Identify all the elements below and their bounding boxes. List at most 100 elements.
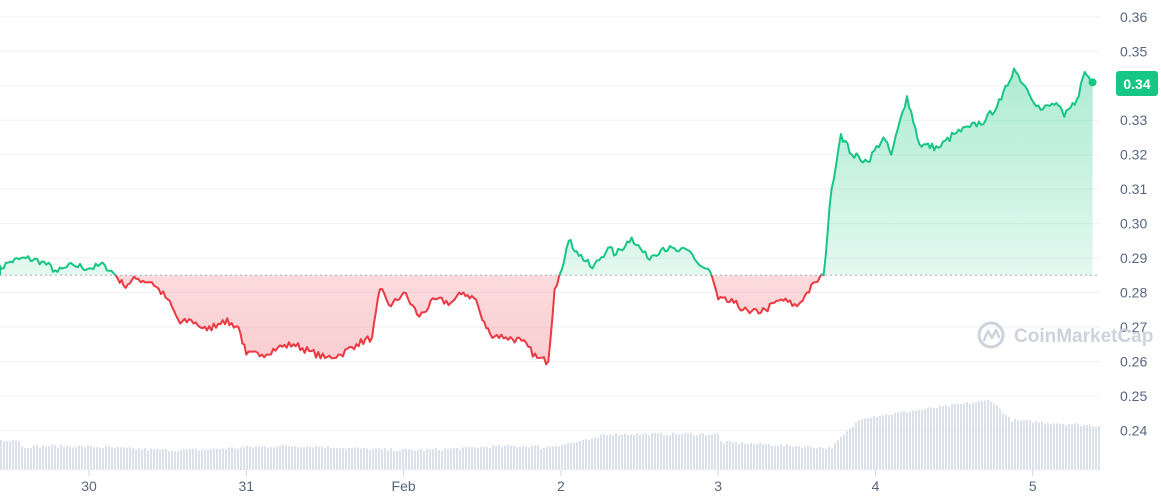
volume-bar — [426, 448, 428, 470]
volume-bar — [666, 434, 668, 470]
volume-bar — [1092, 426, 1094, 470]
volume-bar — [129, 447, 131, 470]
volume-bar — [828, 446, 830, 470]
volume-bar — [519, 446, 521, 470]
volume-bar — [459, 449, 461, 470]
volume-bar — [690, 433, 692, 470]
volume-bar — [435, 448, 437, 470]
volume-bar — [189, 448, 191, 470]
volume-bar — [951, 404, 953, 470]
volume-bars — [0, 400, 1100, 470]
volume-bar — [21, 446, 23, 470]
volume-bar — [300, 447, 302, 470]
volume-bar — [984, 400, 986, 470]
volume-bar — [486, 447, 488, 470]
volume-bar — [582, 439, 584, 470]
volume-bar — [48, 446, 50, 470]
volume-bar — [30, 448, 32, 470]
volume-bar — [810, 447, 812, 470]
volume-bar — [858, 420, 860, 470]
area-fill-down — [115, 275, 821, 365]
volume-bar — [165, 448, 167, 470]
volume-bar — [63, 446, 65, 470]
volume-bar — [183, 449, 185, 470]
volume-bar — [279, 445, 281, 470]
volume-bar — [1011, 421, 1013, 470]
volume-bar — [51, 444, 53, 470]
volume-bar — [1056, 423, 1058, 470]
volume-bar — [687, 433, 689, 470]
volume-bar — [72, 447, 74, 470]
volume-bar — [879, 416, 881, 470]
volume-bar — [870, 417, 872, 470]
volume-bar — [303, 447, 305, 470]
volume-bar — [789, 445, 791, 470]
volume-bar — [258, 446, 260, 470]
volume-bar — [564, 444, 566, 470]
x-tick-label: 3 — [714, 478, 722, 494]
volume-bar — [159, 449, 161, 470]
volume-bar — [975, 402, 977, 470]
y-tick-label: 0.32 — [1120, 147, 1147, 163]
volume-bar — [222, 448, 224, 470]
volume-bar — [648, 435, 650, 470]
volume-bar — [924, 408, 926, 470]
volume-bar — [1005, 414, 1007, 470]
volume-bar — [204, 449, 206, 470]
volume-bar — [819, 446, 821, 470]
volume-bar — [636, 433, 638, 470]
volume-bar — [1032, 422, 1034, 470]
volume-bar — [45, 446, 47, 470]
volume-bar — [549, 446, 551, 470]
volume-bar — [621, 434, 623, 470]
volume-bar — [396, 451, 398, 470]
volume-bar — [867, 418, 869, 470]
volume-bar — [816, 448, 818, 470]
volume-bar — [561, 444, 563, 470]
price-line-down — [114, 275, 825, 366]
volume-bar — [882, 415, 884, 470]
volume-bar — [351, 447, 353, 470]
volume-bar — [834, 442, 836, 470]
volume-bar — [702, 433, 704, 470]
y-tick-label: 0.25 — [1120, 388, 1147, 404]
volume-bar — [225, 449, 227, 470]
volume-bar — [909, 411, 911, 470]
volume-bar — [417, 449, 419, 470]
volume-bar — [90, 445, 92, 470]
volume-bar — [627, 434, 629, 470]
volume-bar — [963, 403, 965, 470]
volume-bar — [699, 433, 701, 470]
volume-bar — [420, 449, 422, 470]
volume-bar — [429, 449, 431, 470]
volume-bar — [843, 434, 845, 470]
volume-bar — [783, 445, 785, 470]
volume-bar — [339, 448, 341, 470]
volume-bar — [333, 447, 335, 470]
volume-bar — [102, 447, 104, 470]
volume-bar — [147, 450, 149, 470]
volume-bar — [288, 446, 290, 470]
volume-bar — [639, 434, 641, 470]
volume-bar — [768, 444, 770, 470]
x-tick-label: 30 — [81, 478, 97, 494]
price-line-up — [0, 67, 1094, 276]
volume-bar — [162, 449, 164, 470]
volume-bar — [849, 427, 851, 470]
volume-bar — [864, 418, 866, 470]
volume-bar — [201, 449, 203, 470]
volume-bar — [483, 446, 485, 470]
volume-bar — [393, 451, 395, 470]
volume-bar — [936, 407, 938, 470]
volume-bar — [228, 447, 230, 470]
volume-bar — [723, 443, 725, 470]
volume-bar — [381, 449, 383, 470]
volume-bar — [447, 448, 449, 470]
volume-bar — [546, 446, 548, 470]
volume-bar — [738, 444, 740, 470]
price-badge-label: 0.34 — [1123, 76, 1150, 92]
volume-bar — [798, 446, 800, 470]
volume-bar — [246, 445, 248, 470]
volume-bar — [1029, 420, 1031, 470]
